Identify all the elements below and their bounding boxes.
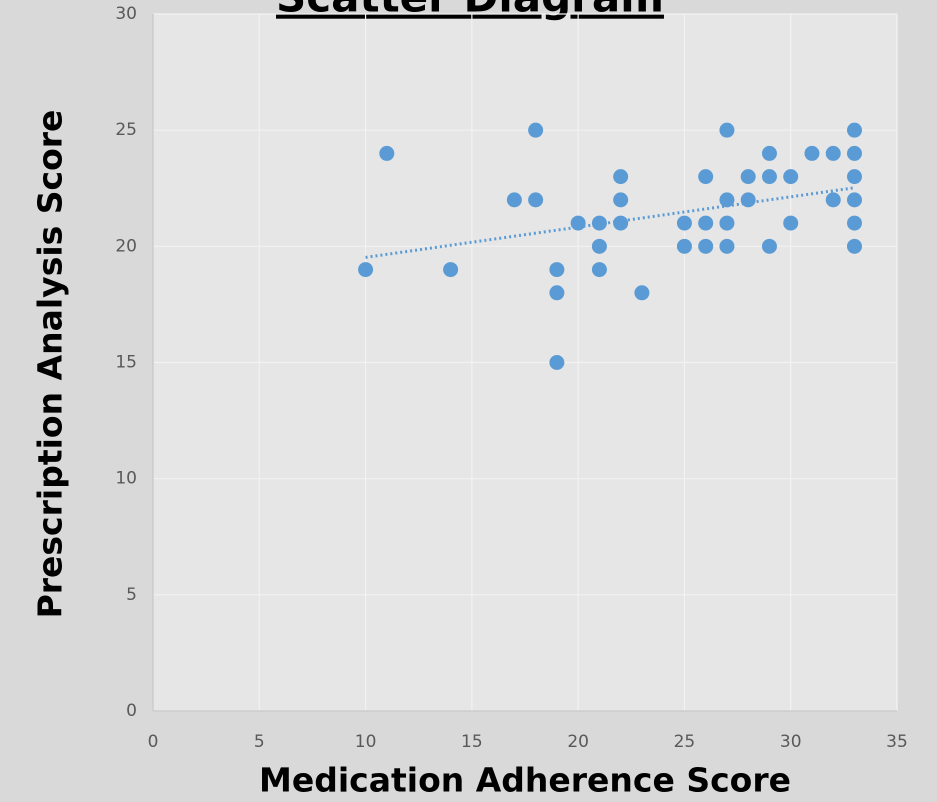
point (719, 238, 735, 254)
point (783, 215, 799, 231)
trendline (365, 186, 855, 259)
point (676, 238, 692, 254)
point (698, 169, 714, 185)
point (613, 169, 629, 185)
point (846, 192, 862, 208)
point (549, 355, 565, 370)
point (698, 215, 714, 231)
point (591, 238, 607, 254)
y-tick-label: 30 (115, 4, 137, 24)
point (613, 192, 629, 208)
point (570, 215, 586, 231)
x-tick-label: 10 (355, 732, 377, 752)
point (761, 169, 777, 185)
point (825, 145, 841, 161)
y-axis-title: Prescription Analysis Score (31, 110, 70, 619)
point (549, 262, 565, 278)
point (719, 215, 735, 231)
x-tick-label: 15 (461, 732, 483, 752)
x-tick-label: 20 (567, 732, 589, 752)
point (676, 215, 692, 231)
point (443, 262, 459, 278)
point (528, 192, 544, 208)
point (379, 145, 395, 161)
point (740, 169, 756, 185)
point (358, 262, 374, 278)
point (846, 122, 862, 138)
point (761, 145, 777, 161)
point (528, 122, 544, 138)
point (613, 215, 629, 231)
y-tick-label: 0 (126, 701, 137, 721)
x-axis-title: Medication Adherence Score (259, 761, 791, 800)
point (846, 145, 862, 161)
point (783, 169, 799, 185)
point (846, 215, 862, 231)
y-tick-label: 25 (115, 120, 137, 140)
point (698, 238, 714, 254)
chart-title: Scatter Diagram (276, 0, 664, 22)
point (634, 285, 650, 301)
x-tick-label: 35 (886, 732, 908, 752)
point (506, 192, 522, 208)
point (591, 215, 607, 231)
point (804, 145, 820, 161)
point (719, 192, 735, 208)
y-tick-label: 5 (126, 585, 137, 605)
y-tick-label: 15 (115, 353, 137, 373)
point (846, 169, 862, 185)
x-tick-label: 0 (148, 732, 159, 752)
point (719, 122, 735, 138)
point (549, 285, 565, 301)
point (846, 238, 862, 254)
x-tick-label: 5 (254, 732, 265, 752)
point (761, 238, 777, 254)
point (591, 262, 607, 278)
point (740, 192, 756, 208)
x-tick-label: 25 (674, 732, 696, 752)
point (825, 192, 841, 208)
y-tick-label: 20 (115, 236, 137, 256)
y-tick-label: 10 (115, 469, 137, 489)
x-tick-label: 30 (780, 732, 802, 752)
